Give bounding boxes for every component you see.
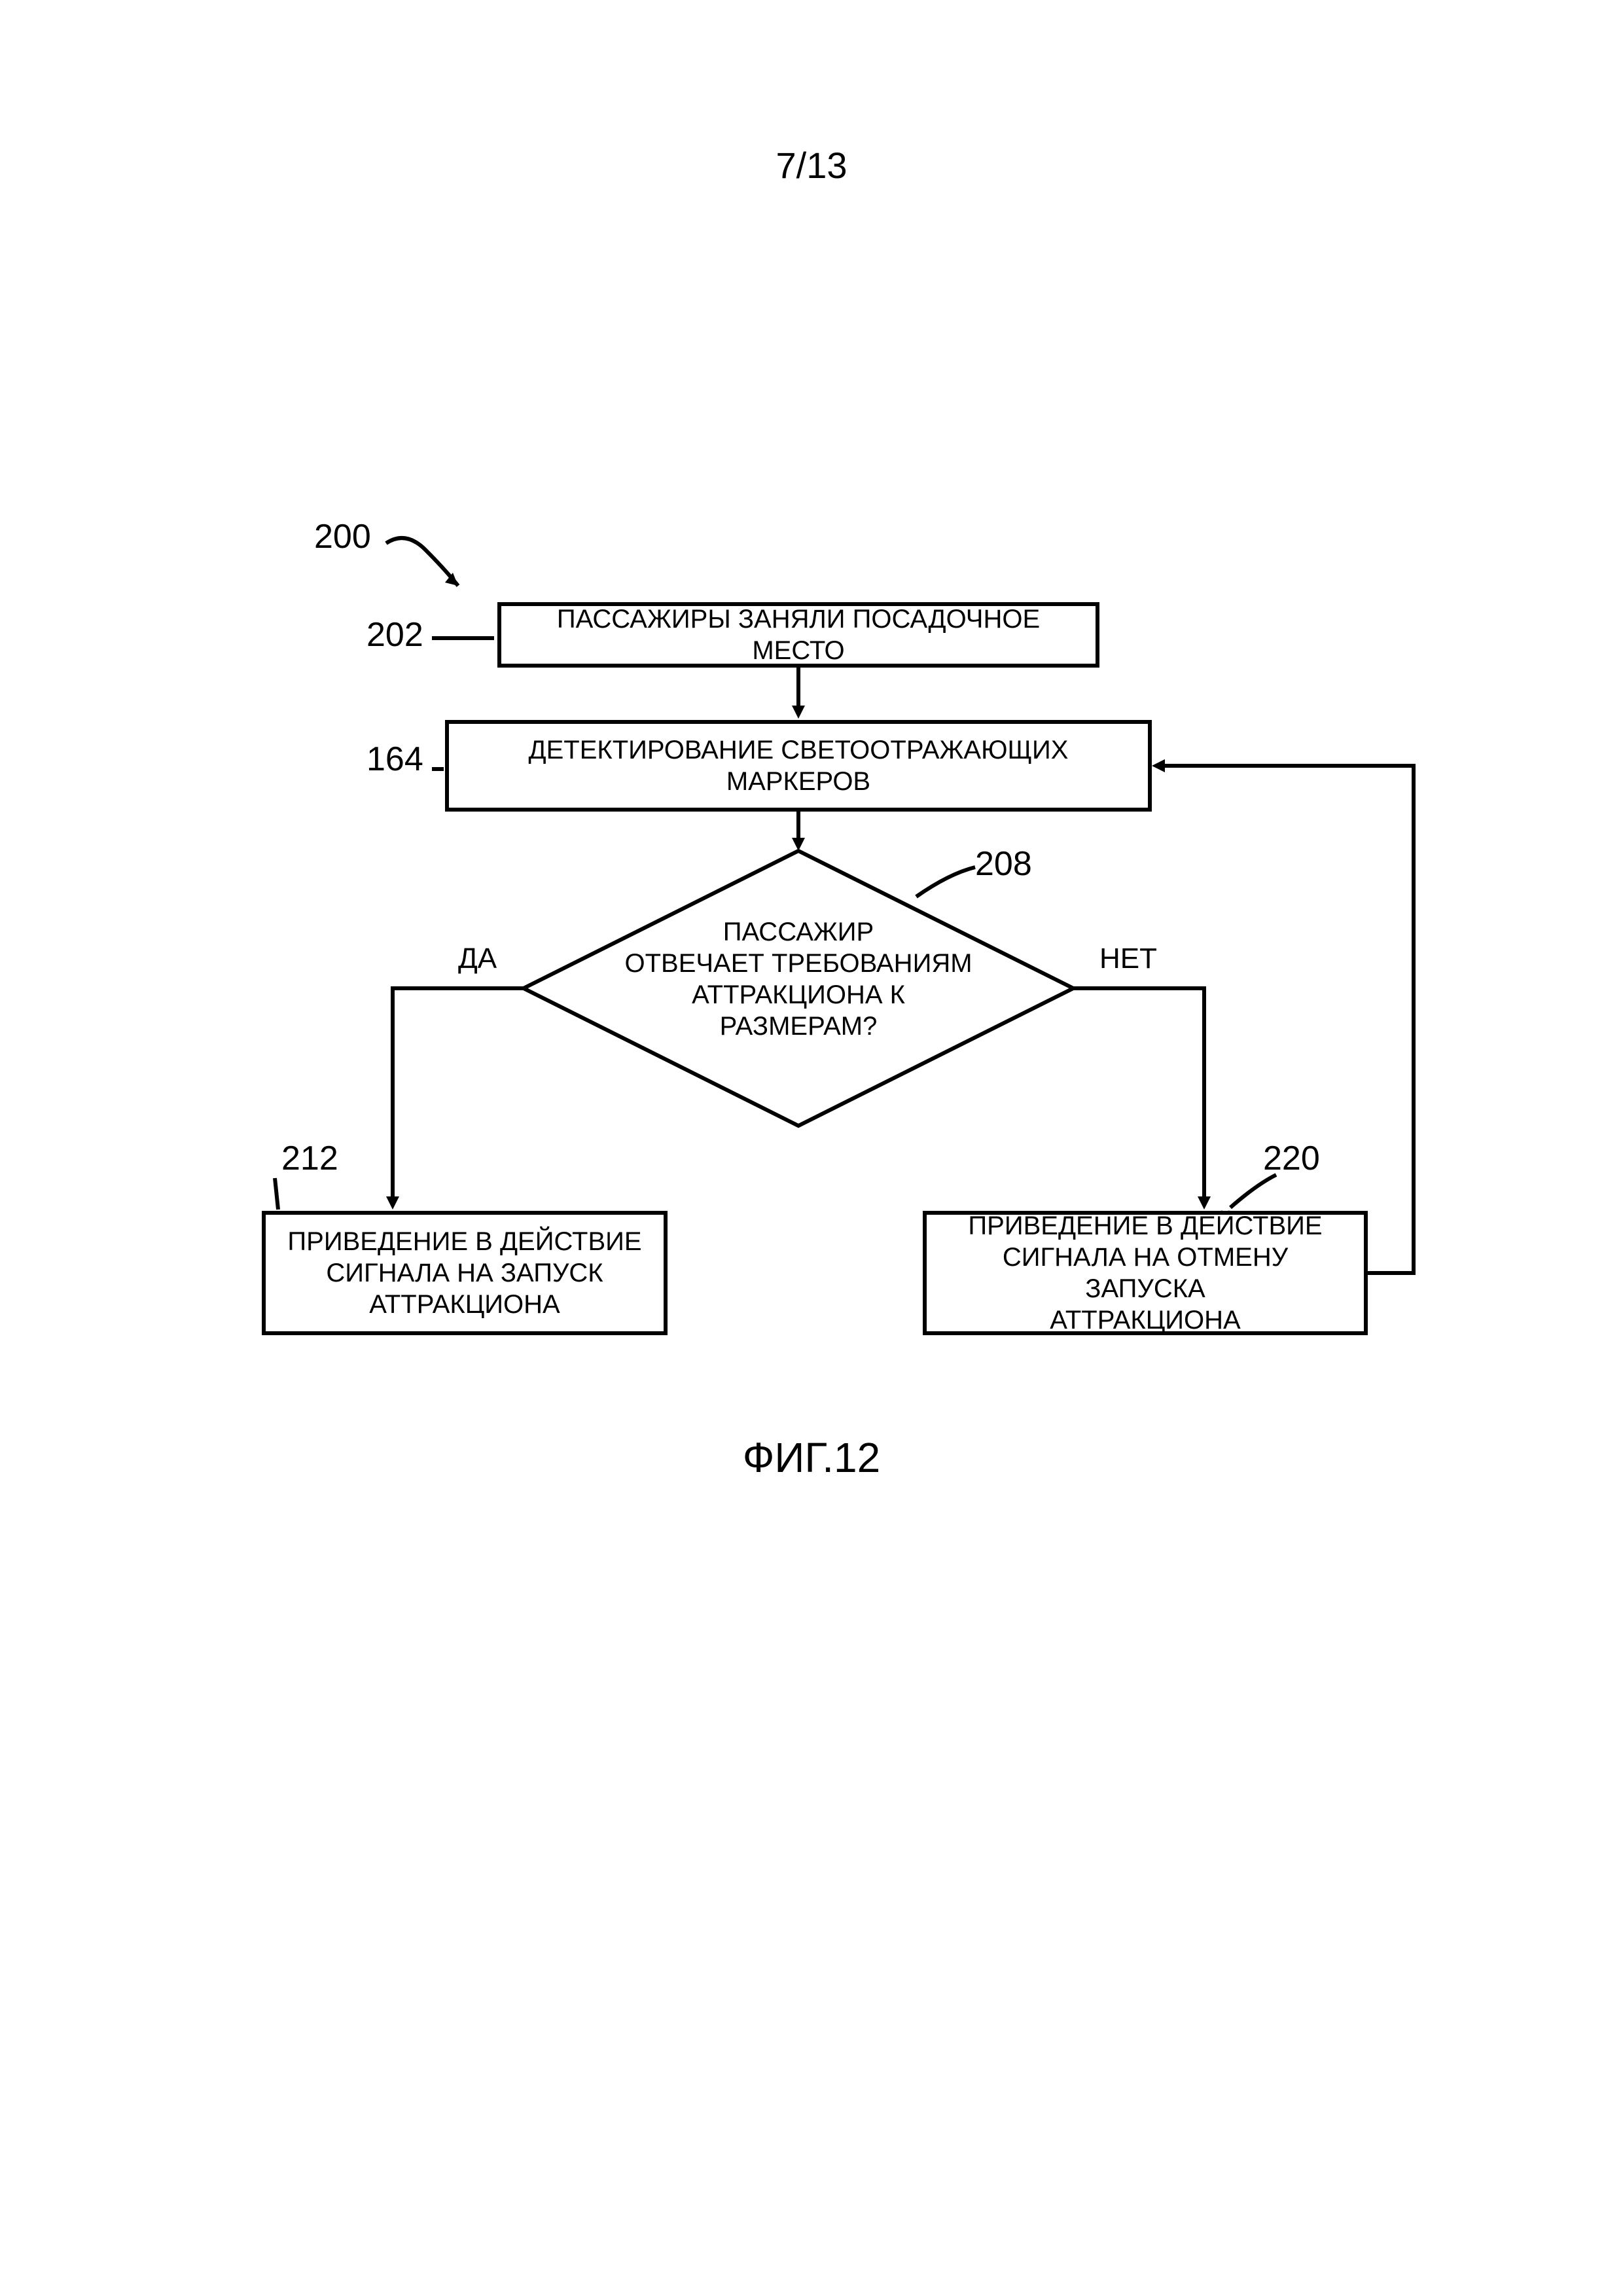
page: 7/13 200 202 164 208 212 220 ДА НЕТ ПАСС…: [0, 0, 1623, 2296]
node-passengers-seated-text: ПАССАЖИРЫ ЗАНЯЛИ ПОСАДОЧНОЕ МЕСТО: [514, 603, 1082, 666]
edge-label-yes: ДА: [458, 942, 497, 975]
arrow-feedback: [1152, 759, 1427, 1348]
node-launch-signal: ПРИВЕДЕНИЕ В ДЕЙСТВИЕСИГНАЛА НА ЗАПУСКАТ…: [262, 1211, 668, 1335]
node-detect-markers: ДЕТЕКТИРОВАНИЕ СВЕТООТРАЖАЮЩИХ МАРКЕРОВ: [445, 720, 1152, 812]
leader-202: [432, 632, 497, 645]
node-launch-signal-text: ПРИВЕДЕНИЕ В ДЕЙСТВИЕСИГНАЛА НА ЗАПУСКАТ…: [287, 1226, 641, 1320]
node-passengers-seated: ПАССАЖИРЫ ЗАНЯЛИ ПОСАДОЧНОЕ МЕСТО: [497, 602, 1099, 668]
node-detect-markers-text: ДЕТЕКТИРОВАНИЕ СВЕТООТРАЖАЮЩИХ МАРКЕРОВ: [462, 734, 1135, 797]
leader-200: [380, 524, 484, 602]
ref-212: 212: [281, 1139, 338, 1178]
ref-202: 202: [366, 615, 423, 655]
ref-164: 164: [366, 740, 423, 779]
arrow-n2-decision: [785, 812, 812, 851]
figure-label: ФИГ.12: [0, 1433, 1623, 1482]
page-number: 7/13: [0, 144, 1623, 187]
arrow-n1-n2: [785, 668, 812, 720]
leader-164: [432, 762, 445, 776]
ref-200: 200: [314, 517, 371, 556]
decision-size-requirements-text: ПАССАЖИРОТВЕЧАЕТ ТРЕБОВАНИЯМАТТРАКЦИОНА …: [622, 916, 975, 1042]
edge-label-no: НЕТ: [1099, 942, 1157, 975]
arrow-yes: [380, 982, 537, 1217]
